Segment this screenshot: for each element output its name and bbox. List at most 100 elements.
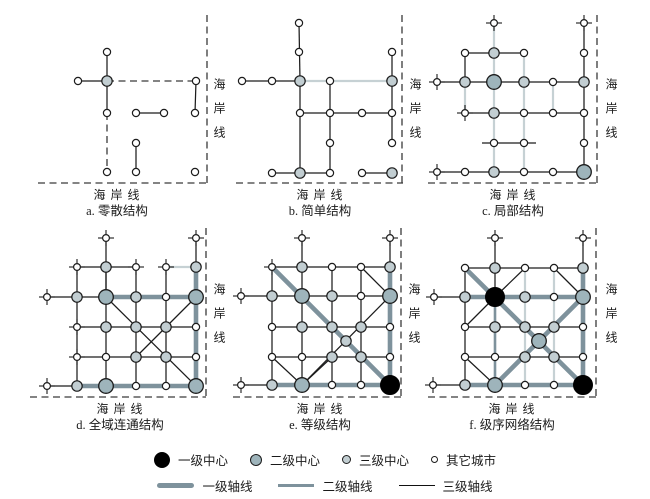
- city-node: [102, 167, 112, 177]
- city-node: [102, 47, 112, 57]
- city-node: [519, 48, 529, 58]
- level3-center-node: [266, 290, 278, 302]
- legend-label: 一级轴线: [202, 480, 253, 494]
- other-city-icon: [431, 456, 439, 463]
- coastline-vertical-label: 海岸线: [212, 283, 226, 355]
- city-node: [191, 76, 201, 86]
- city-node: [101, 234, 110, 243]
- coastline-vertical-label: 海岸线: [212, 78, 226, 150]
- city-node: [387, 47, 397, 57]
- panel-caption-a: a. 零散结构: [86, 204, 148, 218]
- city-node: [490, 352, 500, 362]
- level2-center-node: [486, 74, 502, 90]
- coastline-caption-c: 海 岸 线: [489, 188, 537, 202]
- city-node: [460, 263, 470, 273]
- city-node: [72, 323, 81, 332]
- city-node: [267, 76, 277, 86]
- legend: 一级中心 二级中心 三级中心 其它城市 一级轴线 二级轴线: [0, 450, 650, 495]
- panel-b-graph: [236, 15, 403, 184]
- city-node: [356, 262, 366, 272]
- panel-caption-b: b. 简单结构: [288, 204, 352, 218]
- level3-center-node: [326, 290, 338, 302]
- city-node: [460, 322, 470, 332]
- level3-center-icon: [342, 455, 351, 464]
- city-node: [131, 108, 141, 118]
- city-node: [237, 292, 246, 301]
- coastline-vertical-label: 海岸线: [407, 283, 421, 355]
- coastline-vertical-label: 海岸线: [408, 78, 422, 150]
- level3-center-node: [266, 379, 278, 391]
- coastline-vertical-label: 海岸线: [604, 283, 618, 355]
- legend-item-level1-axis: 一级轴线: [157, 476, 252, 495]
- city-node: [548, 108, 558, 118]
- city-node: [72, 353, 81, 362]
- city-node: [268, 263, 277, 272]
- level1-center-node: [485, 287, 505, 307]
- city-node: [357, 108, 367, 118]
- legend-axes-row: 一级轴线 二级轴线 三级轴线: [157, 476, 493, 495]
- city-node: [192, 234, 201, 243]
- city-node: [161, 381, 171, 391]
- city-node: [578, 234, 587, 243]
- level2-center-node: [188, 378, 204, 394]
- level3-center-node: [294, 75, 306, 87]
- legend-item-level1-center: 一级中心: [153, 450, 228, 469]
- panel-caption-d: d. 全域连通结构: [76, 418, 164, 432]
- city-node: [385, 352, 395, 362]
- level3-center-node: [101, 75, 113, 87]
- city-node: [579, 108, 589, 118]
- city-node: [294, 18, 304, 28]
- level3-center-node: [326, 351, 338, 363]
- legend-label: 一级中心: [177, 454, 228, 468]
- level2-center-node: [382, 288, 398, 304]
- level2-axis-line-icon: [278, 484, 315, 487]
- city-node: [520, 380, 530, 390]
- city-node: [387, 138, 397, 148]
- city-node: [42, 382, 51, 391]
- level3-center-node: [326, 321, 338, 333]
- city-node: [461, 108, 470, 117]
- city-node: [159, 108, 169, 118]
- level1-axis-line-icon: [157, 482, 195, 489]
- city-node: [357, 168, 367, 178]
- city-node: [237, 381, 246, 390]
- legend-label: 其它城市: [446, 454, 497, 468]
- level3-center-node: [519, 291, 531, 303]
- city-node: [325, 168, 335, 178]
- city-node: [519, 167, 529, 177]
- city-node: [267, 168, 277, 178]
- level3-center-node: [577, 262, 589, 274]
- level2-center-node: [294, 377, 310, 393]
- city-node: [579, 19, 588, 28]
- city-node: [131, 138, 141, 148]
- city-node: [325, 76, 335, 86]
- city-node: [385, 322, 395, 332]
- city-node: [433, 77, 442, 86]
- level2-center-node: [98, 378, 114, 394]
- city-node: [578, 322, 588, 332]
- level3-center-node: [355, 321, 367, 333]
- city-node: [325, 108, 335, 118]
- level3-center-node: [130, 321, 142, 333]
- level3-center-node: [459, 379, 471, 391]
- city-node: [102, 108, 112, 118]
- city-node: [294, 47, 304, 57]
- legend-label: 三级轴线: [442, 480, 493, 494]
- level3-center-node: [355, 351, 367, 363]
- level2-center-node: [575, 289, 591, 305]
- city-node: [295, 108, 305, 118]
- panel-d-graph: [30, 228, 207, 398]
- city-node: [386, 234, 395, 243]
- level3-center-node: [548, 321, 560, 333]
- city-node: [356, 291, 366, 301]
- panel-c-graph: [428, 15, 598, 184]
- city-node: [267, 352, 277, 362]
- level3-center-node: [488, 107, 500, 119]
- legend-label: 二级中心: [269, 454, 320, 468]
- level3-center-node: [519, 321, 531, 333]
- city-node: [549, 292, 559, 302]
- city-node: [460, 48, 470, 58]
- level2-center-node: [531, 333, 547, 349]
- city-node: [191, 322, 201, 332]
- city-node: [549, 380, 559, 390]
